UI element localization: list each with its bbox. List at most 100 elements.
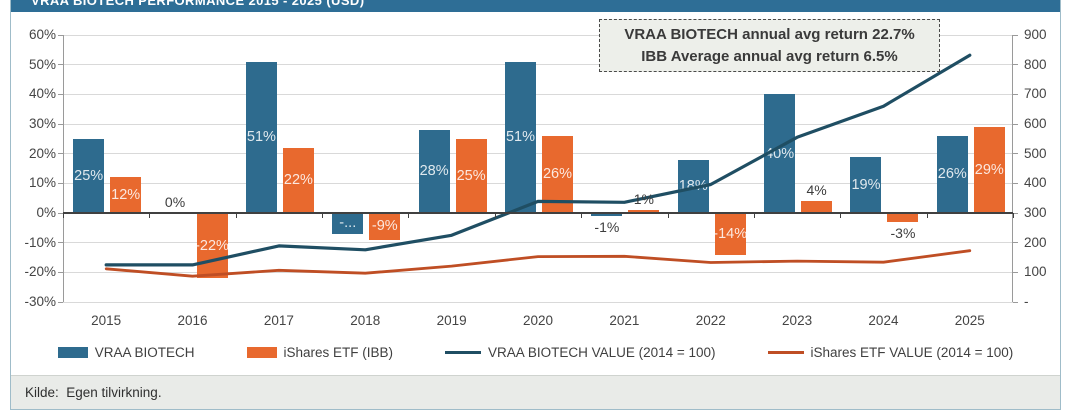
bar-value-label: 12% [111,187,141,204]
source-text: Kilde: Egen tilvirkning. [25,385,162,400]
bar-value-label: 29% [974,161,1004,178]
legend: VRAA BIOTECH iShares ETF (IBB) VRAA BIOTEC… [11,345,1060,360]
x-axis-label: 2017 [263,313,294,328]
category-tick [1013,213,1014,218]
x-axis-label: 2015 [91,313,122,328]
bar-value-label: 26% [937,166,967,183]
bar-vraa-2021 [591,213,623,216]
gridline [63,123,1013,125]
annotation-line-2: IBB Average annual avg return 6.5% [641,47,898,65]
axis-tick [58,301,63,303]
x-axis-label: 2020 [522,313,554,328]
axis-tick [1013,123,1018,125]
y-axis-label-right: - [1024,294,1029,309]
y-axis-label-left: 50% [28,56,56,72]
bar-value-label: -14% [713,225,748,242]
bar-ibb-2025 [973,126,1005,213]
gridline [63,182,1013,184]
x-axis-label: 2025 [954,313,985,328]
bar-vraa-2017 [245,61,277,213]
legend-item-0: VRAA BIOTECH [57,345,195,360]
axis-tick [58,64,63,66]
category-tick [667,213,669,218]
y-axis-label-right: 400 [1024,175,1047,191]
x-axis-label: 2022 [695,313,726,328]
axis-tick [58,123,63,125]
gridline [63,34,1013,36]
axis-tick [1013,64,1018,66]
axis-tick [1013,242,1018,244]
y-axis-label-left: 0% [36,205,56,220]
axis-tick [58,93,63,95]
chart-region: 25% 0% 51% -... 28% 51% -1% 18% 40% 19% 26% 12% -22%… [11,12,1060,375]
y-axis-label-left: 10% [28,175,56,191]
y-axis-label-right: 300 [1024,205,1047,220]
bar-value-label: 51% [246,129,276,146]
y-axis-label-right: 100 [1024,264,1047,280]
y-axis-label-left: 20% [28,145,56,161]
zero-axis-line [63,212,1013,214]
chart-title-bar: VRAA BIOTECH PERFORMANCE 2015 - 2025 (US… [11,0,1060,12]
legend-label: iShares ETF VALUE (2014 = 100) [810,345,1014,360]
bar-value-label: 19% [851,176,881,193]
bar-value-label: 0% [164,194,186,210]
bar-ibb-2018 [369,213,401,240]
category-tick [322,213,324,218]
annotation-line-1: VRAA BIOTECH annual avg return 22.7% [624,25,915,43]
bar-value-label: 51% [505,129,536,146]
category-tick [235,213,237,218]
y-axis-label-right: 700 [1024,86,1047,102]
legend-item-1: iShares ETF (IBB) [246,345,393,360]
gridline [63,64,1013,66]
legend-item-3: iShares ETF VALUE (2014 = 100) [767,345,1014,360]
category-tick [149,213,151,218]
category-tick [494,213,496,218]
bar-value-label: -9% [371,218,398,235]
bar-value-label: -1% [594,218,620,235]
bar-vraa-2019 [418,129,450,213]
category-tick [753,213,755,218]
bar-ibb-2015 [110,177,142,213]
x-axis-label: 2018 [350,313,381,328]
y-axis-label-left: -10% [24,234,56,250]
y-axis-label-left: 40% [28,86,56,102]
axis-tick [58,212,63,214]
y-axis-label-right: 500 [1024,145,1047,161]
legend-bar-swatch [57,347,88,358]
bar-ibb-2023 [801,201,833,213]
bar-vraa-2020 [505,61,536,213]
bar-ibb-2021 [628,210,660,213]
x-axis-label: 2023 [782,313,813,328]
plot-area: 25% 0% 51% -... 28% 51% -1% 18% 40% 19% 26% 12% -22%… [58,34,1018,303]
bar-vraa-2025 [936,135,968,213]
legend-item-2: VRAA BIOTECH VALUE (2014 = 100) [445,345,716,360]
gridline [63,153,1013,155]
x-axis-label: 2021 [609,313,640,328]
y-axis-label-left: -30% [24,294,56,309]
axis-tick [58,153,63,155]
bar-value-label: 25% [456,167,486,184]
right-axis-line [1012,35,1013,302]
axis-tick [1013,212,1018,214]
ibb-value-line [104,249,972,278]
bar-value-label: 1% [633,191,654,208]
legend-label: VRAA BIOTECH [94,345,195,360]
bar-value-label: -... [339,215,357,232]
gridline [63,301,1013,303]
x-axis-label: 2016 [177,313,208,328]
bar-value-label: -3% [890,224,916,241]
axis-tick [58,34,63,36]
y-axis-label-right: 900 [1024,27,1047,42]
annotation-box: VRAA BIOTECH annual avg return 22.7% IBB… [599,19,940,72]
bar-ibb-2016 [196,213,228,279]
x-axis-label: 2019 [436,313,467,328]
bar-ibb-2019 [455,138,487,213]
gridline [63,242,1013,244]
vraa-value-line [104,53,972,267]
y-axis-label-left: 30% [28,116,56,131]
category-tick [581,213,583,218]
bar-value-label: 28% [419,163,449,180]
y-axis-label-right: 600 [1024,116,1047,131]
category-tick [408,213,410,218]
chart-title: VRAA BIOTECH PERFORMANCE 2015 - 2025 (US… [31,0,365,8]
